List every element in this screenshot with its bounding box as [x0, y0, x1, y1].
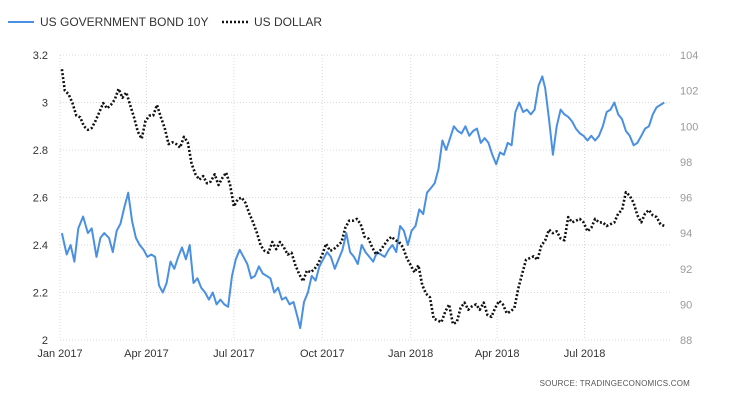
- y-left-tick-label: 2.2: [33, 288, 48, 300]
- y-left-tick-label: 2: [42, 335, 48, 347]
- x-tick-label: Apr 2018: [475, 348, 520, 360]
- series-group: [60, 69, 665, 330]
- y-axis-left: 3.2 3 2.8 2.6 2.4 2.2 2: [33, 50, 48, 347]
- y-right-tick-label: 102: [680, 86, 698, 98]
- x-tick-label: Jul 2018: [564, 348, 606, 360]
- y-right-tick-label: 96: [680, 193, 692, 205]
- x-tick-label: Jul 2017: [213, 348, 255, 360]
- legend-label-dollar: US DOLLAR: [254, 15, 322, 29]
- grid: [59, 54, 672, 341]
- y-right-tick-label: 88: [680, 335, 692, 347]
- legend-label-bond: US GOVERNMENT BOND 10Y: [40, 15, 208, 29]
- y-right-tick-label: 92: [680, 264, 692, 276]
- x-tick-label: Jan 2017: [37, 348, 82, 360]
- y-right-tick-label: 104: [680, 50, 698, 62]
- y-left-tick-label: 2.4: [33, 240, 48, 252]
- y-left-tick-label: 3.2: [33, 50, 48, 62]
- x-tick-label: Oct 2017: [300, 348, 345, 360]
- series-line-us-dollar: [60, 69, 665, 326]
- x-tick-label: Apr 2017: [124, 348, 169, 360]
- series-line-bond-10y: [60, 75, 665, 330]
- x-axis: Jan 2017 Apr 2017 Jul 2017 Oct 2017 Jan 2018…: [37, 348, 605, 360]
- y-right-tick-label: 90: [680, 299, 692, 311]
- source-note: SOURCE: TRADINGECONOMICS.COM: [540, 379, 690, 388]
- y-right-tick-label: 94: [680, 228, 692, 240]
- y-left-tick-label: 3: [42, 98, 48, 110]
- x-tick-label: Jan 2018: [388, 348, 433, 360]
- legend: US GOVERNMENT BOND 10Y US DOLLAR: [8, 15, 322, 29]
- y-right-tick-label: 100: [680, 121, 698, 133]
- y-left-tick-label: 2.6: [33, 193, 48, 205]
- y-axis-right: 104 102 100 98 96 94 92 90 88: [680, 50, 698, 347]
- y-left-tick-label: 2.8: [33, 145, 48, 157]
- y-right-tick-label: 98: [680, 157, 692, 169]
